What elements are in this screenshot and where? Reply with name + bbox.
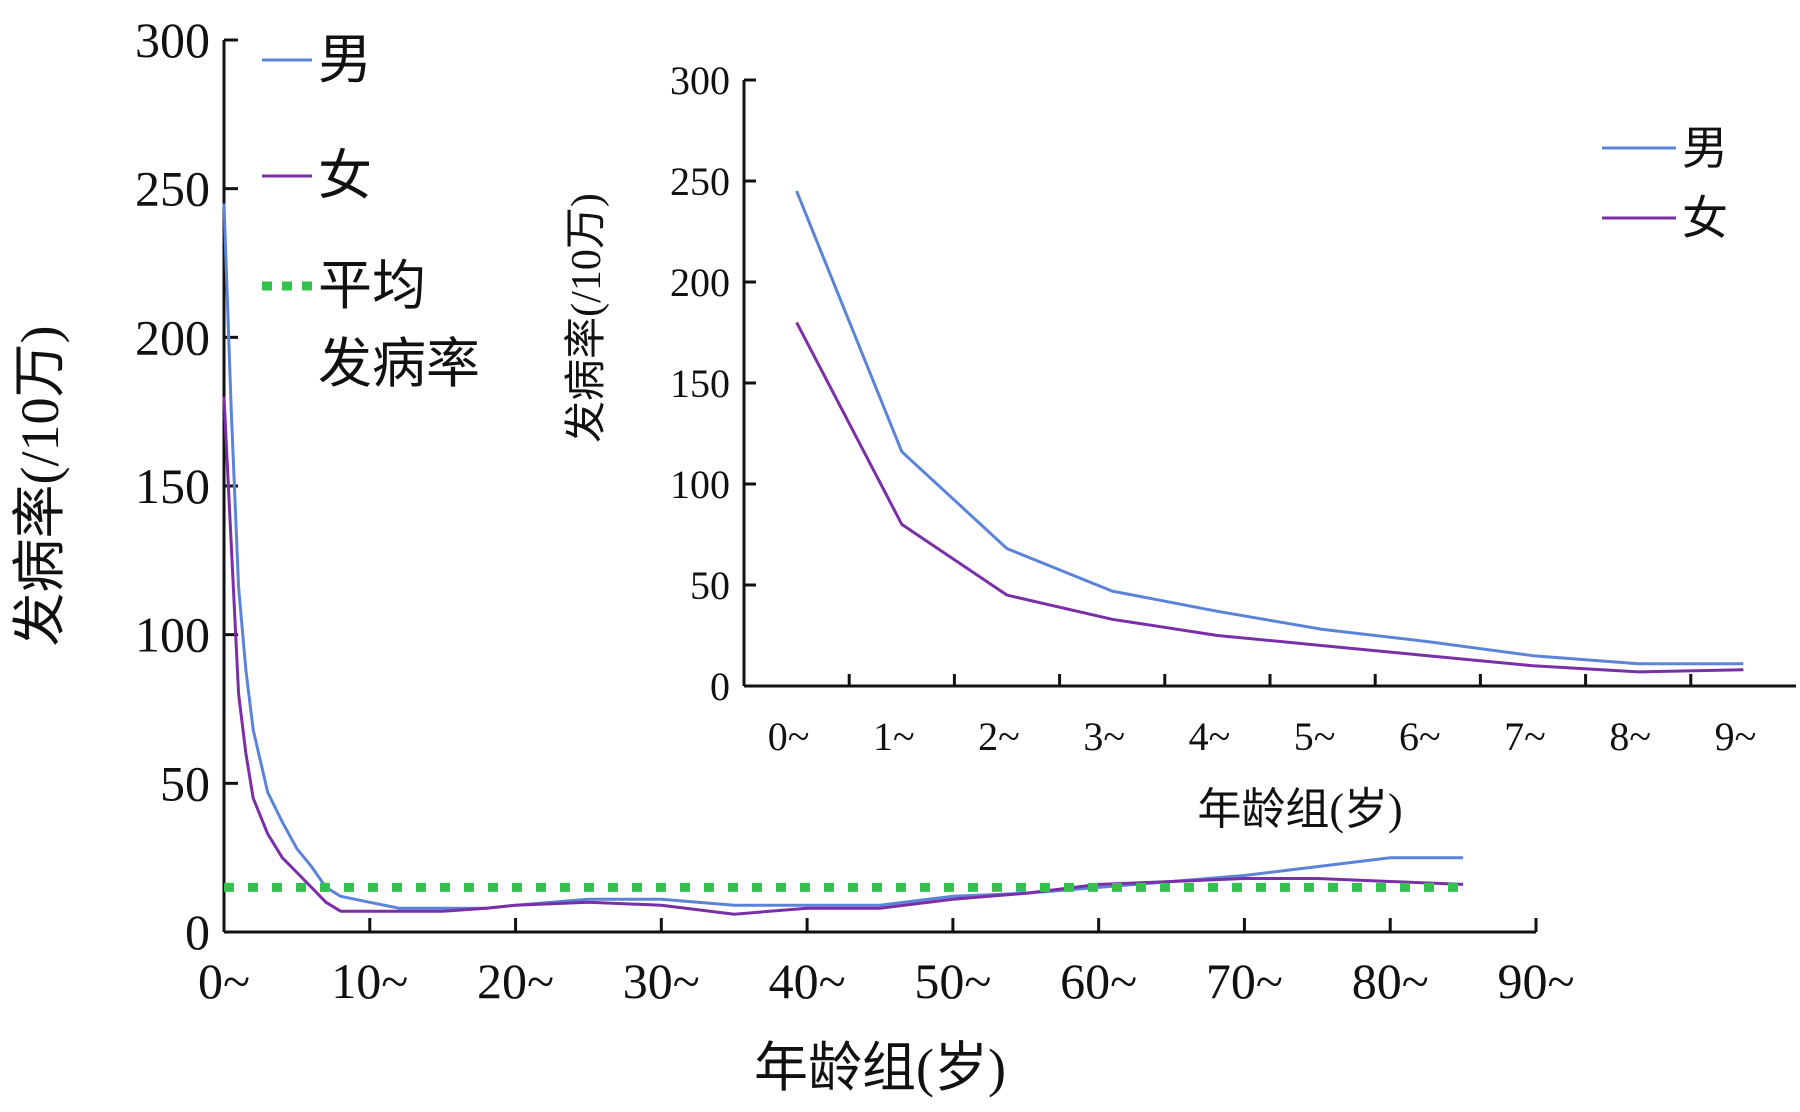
inset-x-tick-label: 9~	[1715, 714, 1757, 759]
inset-series-line-0	[795, 190, 1744, 666]
inset-x-tick-label: 3~	[1083, 714, 1125, 759]
inset-x-tick-label: 0~	[768, 714, 810, 759]
inset-y-tick-label: 300	[670, 58, 730, 103]
main-x-tick-label: 50~	[914, 953, 991, 1009]
main-x-tick-label: 40~	[769, 953, 846, 1009]
main-legend-label-1: 女	[318, 146, 372, 206]
inset-chart: 0 50 100 150 200 250 300 0~ 1~ 2~ 3~ 4~ 5~ 6~ 7~ 8~ 9~ 年龄…	[563, 58, 1796, 834]
inset-y-axis-label: 发病率(/10万)	[563, 193, 610, 443]
main-y-axis-label: 发病率(/10万)	[10, 326, 70, 647]
main-y-tick-label: 300	[135, 12, 210, 68]
main-x-tick-label: 30~	[623, 953, 700, 1009]
main-legend-label-0: 男	[318, 30, 372, 90]
inset-y-tick-label: 100	[670, 462, 730, 507]
inset-x-axis-label: 年龄组(岁)	[1197, 785, 1402, 834]
inset-x-tick-label: 7~	[1504, 714, 1546, 759]
main-x-axis-label: 年龄组(岁)	[754, 1038, 1006, 1098]
inset-y-tick-label: 50	[690, 563, 730, 608]
inset-legend: 男女	[1602, 123, 1728, 244]
main-y-tick-label: 200	[135, 309, 210, 365]
main-x-tick-label: 20~	[477, 953, 554, 1009]
main-y-tick-label: 100	[135, 607, 210, 663]
inset-x-tick-label: 1~	[873, 714, 915, 759]
main-series-line-1	[222, 396, 1464, 916]
main-chart: 0 50 100 150 200 250 300 0~ 10~ 20~ 30~ 40~ 50~ 60~ 70…	[10, 12, 1575, 1098]
main-y-tick-label: 150	[135, 458, 210, 514]
main-y-tick-label: 50	[160, 755, 210, 811]
inset-x-tick-label: 4~	[1189, 714, 1231, 759]
inset-legend-label-1: 女	[1682, 193, 1728, 244]
main-y-tick-label: 250	[135, 161, 210, 217]
main-x-tick-label: 70~	[1206, 953, 1283, 1009]
inset-series-line-1	[795, 321, 1744, 674]
inset-x-tick-label: 5~	[1294, 714, 1336, 759]
main-legend-label-2: 平均	[318, 256, 426, 316]
inset-y-tick-label: 200	[670, 260, 730, 305]
inset-y-tick-label: 0	[710, 664, 730, 709]
main-y-tick-label: 0	[185, 904, 210, 960]
inset-y-tick-label: 150	[670, 361, 730, 406]
main-legend-label-2: 发病率	[318, 334, 480, 394]
inset-legend-label-0: 男	[1682, 123, 1728, 174]
main-x-tick-label: 0~	[198, 953, 250, 1009]
main-x-tick-label: 60~	[1060, 953, 1137, 1009]
main-x-tick-label: 10~	[331, 953, 408, 1009]
inset-x-tick-label: 2~	[978, 714, 1020, 759]
inset-x-tick-label: 6~	[1399, 714, 1441, 759]
main-x-tick-label: 80~	[1352, 953, 1429, 1009]
inset-x-tick-label: 8~	[1609, 714, 1651, 759]
main-x-tick-label: 90~	[1497, 953, 1574, 1009]
inset-y-tick-label: 250	[670, 159, 730, 204]
